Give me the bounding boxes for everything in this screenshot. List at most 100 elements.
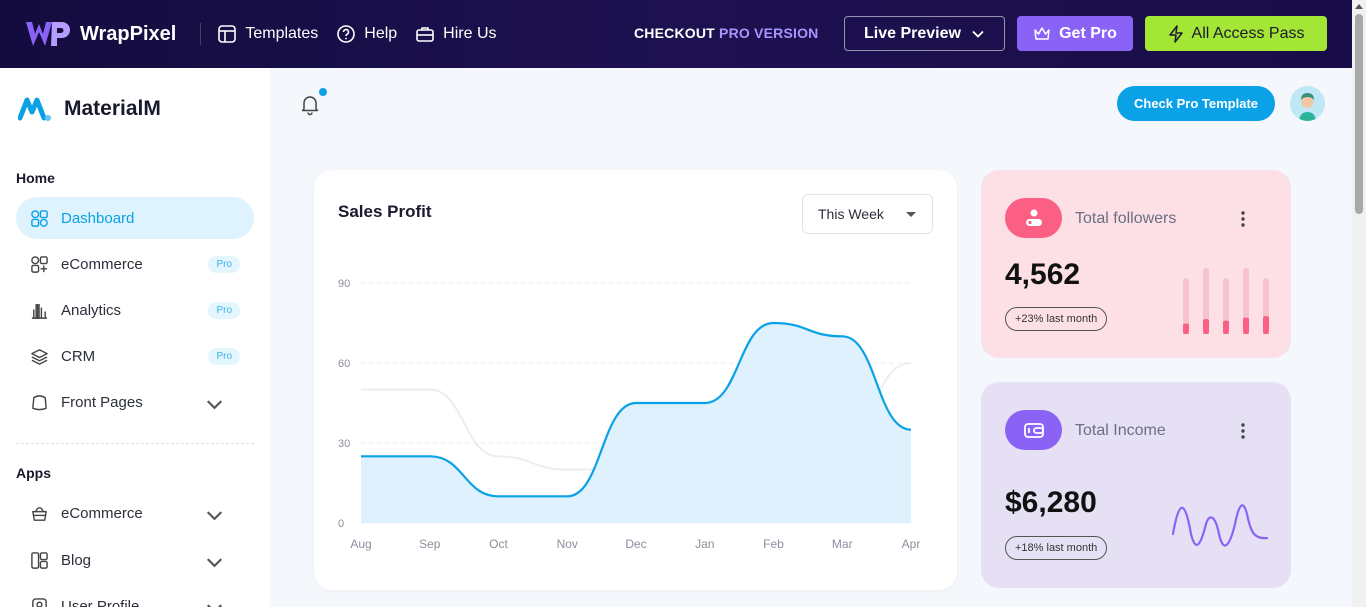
sidebar-item-ecommerce[interactable]: eCommerce Pro [16,243,254,285]
banner-templates-label: Templates [245,25,319,42]
x-tick-label: Sep [419,537,441,551]
pages-icon [32,394,47,410]
follower-bar [1223,320,1229,334]
notification-dot [319,88,327,96]
sidebar-item-front-pages[interactable]: Front Pages [16,381,254,423]
sidebar-item-crm[interactable]: CRM Pro [16,335,254,377]
all-access-pass-button[interactable]: All Access Pass [1145,16,1327,51]
sidebar-item-user-profile[interactable]: User Profile [16,585,254,607]
checkout-pro-text[interactable]: CHECKOUT PRO VERSION [634,25,818,41]
users-icon [1025,209,1042,226]
checkout-highlight: PRO VERSION [719,25,819,41]
x-tick-label: Apr [902,537,921,551]
briefcase-icon [416,27,434,42]
live-preview-button[interactable]: Live Preview [844,16,1005,51]
banner-templates-link[interactable]: Templates [217,24,318,44]
followers-icon-badge [1005,198,1062,238]
sales-profit-card: Sales Profit This Week 0 30 60 90 Aug Sep Oct N… [314,170,957,590]
live-preview-label: Live Preview [864,24,961,42]
y-tick-label: 60 [338,358,350,370]
sidebar-item-analytics[interactable]: Analytics Pro [16,289,254,331]
banner-divider [200,23,202,45]
pro-badge: Pro [208,256,240,273]
banner-hire-us-label: Hire Us [443,25,497,42]
y-tick-label: 30 [338,438,350,450]
sidebar-item-label: CRM [61,347,96,365]
sidebar: MaterialM Home Dashboard eCommerce Pro A… [0,68,270,607]
series-line-profit [361,321,912,498]
income-icon-badge [1005,410,1062,450]
sales-profit-chart: 0 30 60 90 Aug Sep Oct Nov Dec Jan Feb Mar Apr [338,278,921,551]
period-select[interactable]: This Week [802,194,933,234]
page-scrollbar[interactable] [1352,0,1366,607]
sidebar-divider [16,443,254,444]
template-icon [218,25,237,43]
user-avatar-icon [1290,86,1325,121]
followers-label: Total followers [1075,210,1177,227]
bar-chart-icon [31,303,48,319]
layers-icon [31,348,48,365]
income-sparkline-line [1171,504,1269,547]
shapes-icon [31,255,48,273]
follower-bar-track [1243,268,1249,334]
x-tick-label: Dec [625,537,646,551]
follower-bar-track [1203,268,1209,334]
sidebar-item-label: eCommerce [61,504,143,522]
basket-icon [32,506,47,521]
banner-help-link[interactable]: Help [336,24,397,44]
x-tick-label: Mar [832,537,853,551]
sidebar-section-home: Home [16,170,55,186]
pro-badge: Pro [208,302,240,319]
chevron-down-icon [972,30,984,38]
wallet-icon [1023,423,1044,438]
bolt-icon [1168,24,1183,43]
scroll-up-arrow-icon[interactable] [1355,4,1363,9]
sidebar-item-label: User Profile [61,597,140,607]
banner-help-label: Help [364,25,398,42]
followers-mini-bars [1183,268,1269,334]
scroll-thumb[interactable] [1355,14,1363,214]
sidebar-item-label: Front Pages [61,393,143,411]
income-label: Total Income [1075,422,1166,439]
total-followers-card: Total followers 4,562 +23% last month [981,170,1291,358]
sidebar-item-label: Analytics [61,301,122,319]
user-profile-icon [32,597,47,607]
chevron-down-icon [206,511,223,521]
notification-bell-icon[interactable] [298,92,322,116]
sidebar-item-apps-ecommerce[interactable]: eCommerce [16,492,254,534]
follower-bar-track [1183,278,1189,334]
sidebar-item-label: Dashboard [61,209,135,227]
series-area-profit [361,323,911,523]
more-options-icon[interactable] [1239,210,1247,228]
period-select-value: This Week [818,206,884,222]
x-tick-label: Feb [763,537,784,551]
wrappixel-logo-icon [26,22,70,46]
follower-bar [1263,316,1269,334]
get-pro-label: Get Pro [1059,24,1117,42]
avatar[interactable] [1290,86,1325,121]
materialm-logo[interactable]: MaterialM [18,96,161,122]
chevron-down-icon [206,604,223,607]
dashboard-icon [31,209,48,227]
income-change-badge: +18% last month [1005,536,1108,560]
sidebar-item-dashboard[interactable]: Dashboard [16,197,254,239]
banner-hire-us-link[interactable]: Hire Us [415,24,497,44]
x-tick-label: Jan [695,537,714,551]
x-tick-label: Oct [489,537,508,551]
check-pro-template-button[interactable]: Check Pro Template [1117,86,1275,121]
pro-badge: Pro [208,348,240,365]
x-tick-label: Aug [350,537,371,551]
more-options-icon[interactable] [1239,422,1247,440]
sidebar-item-label: Blog [61,551,92,569]
checkout-prefix: CHECKOUT [634,25,720,41]
help-icon [337,25,356,43]
wrappixel-logo[interactable]: WrapPixel [24,20,176,48]
sidebar-section-apps: Apps [16,465,51,481]
chevron-down-icon [206,400,223,410]
get-pro-button[interactable]: Get Pro [1017,16,1133,51]
materialm-brand-text: MaterialM [64,97,161,120]
sidebar-item-label: eCommerce [61,255,143,273]
sidebar-item-blog[interactable]: Blog [16,539,254,581]
all-access-pass-label: All Access Pass [1191,24,1305,42]
y-tick-label: 0 [338,518,344,530]
